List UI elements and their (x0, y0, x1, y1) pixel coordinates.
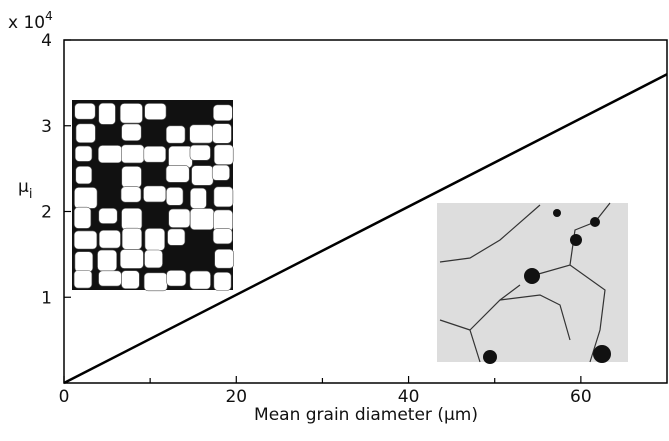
y-tick-label: 2 (41, 203, 52, 223)
grain (122, 208, 142, 229)
grain (213, 105, 232, 121)
grain (214, 187, 233, 207)
y-tick-label: 1 (41, 288, 52, 308)
grain (214, 272, 231, 290)
grain (75, 103, 95, 119)
grain (166, 126, 185, 143)
grain (166, 187, 183, 205)
grain (121, 187, 141, 202)
x-tick-label: 60 (570, 387, 592, 407)
grain (190, 208, 214, 229)
grain (120, 249, 143, 268)
x-tick-label: 40 (398, 387, 420, 407)
grain (98, 145, 122, 162)
pore (483, 350, 497, 364)
chart: x 104 μi Mean grain diameter (μm) 0 20 40 6… (0, 0, 669, 437)
grain (144, 146, 166, 162)
grain (212, 165, 229, 180)
y-tick-label: 3 (41, 117, 52, 137)
grain (122, 166, 142, 187)
grain (99, 271, 122, 286)
grain (121, 271, 139, 289)
grain (190, 271, 211, 289)
grain (76, 124, 95, 143)
grain (166, 165, 189, 182)
inset-left (72, 100, 234, 291)
grain (75, 146, 92, 161)
inset-right (437, 203, 628, 364)
grain (122, 228, 142, 249)
grain (212, 124, 231, 144)
grain (190, 188, 206, 208)
pore (593, 345, 611, 363)
grain (214, 145, 233, 165)
scale-label: x 104 (8, 9, 53, 33)
y-axis-label: μi (18, 177, 32, 202)
grain (167, 270, 186, 286)
grain (75, 252, 93, 272)
grain (99, 103, 116, 124)
grain (122, 124, 142, 141)
page: x 104 μi Mean grain diameter (μm) 0 20 40 6… (0, 0, 669, 437)
grain (168, 229, 185, 245)
grain (74, 231, 97, 249)
grain (145, 228, 165, 250)
grain (190, 145, 210, 160)
x-tick-label: 0 (59, 387, 70, 407)
grain (190, 125, 213, 143)
grain (74, 187, 97, 208)
grain (74, 207, 91, 228)
pore (553, 209, 561, 217)
pore (570, 234, 582, 246)
grain (215, 249, 234, 268)
grain (169, 146, 193, 167)
grain (192, 166, 214, 186)
x-axis-label: Mean grain diameter (μm) (254, 405, 478, 425)
grain (99, 208, 117, 223)
grain (143, 186, 165, 202)
pore (524, 268, 540, 284)
grain (121, 145, 144, 163)
pore (590, 217, 600, 227)
grain (98, 250, 117, 271)
x-tick-label: 20 (225, 387, 247, 407)
grain (144, 273, 167, 291)
grain (214, 210, 233, 231)
grain (213, 229, 232, 244)
grain (145, 103, 166, 119)
y-tick-label: 4 (41, 31, 52, 51)
grain (74, 270, 92, 288)
grain (145, 250, 163, 268)
grain (169, 209, 190, 227)
grain (76, 166, 92, 184)
grain (99, 230, 120, 248)
grain (120, 103, 142, 123)
